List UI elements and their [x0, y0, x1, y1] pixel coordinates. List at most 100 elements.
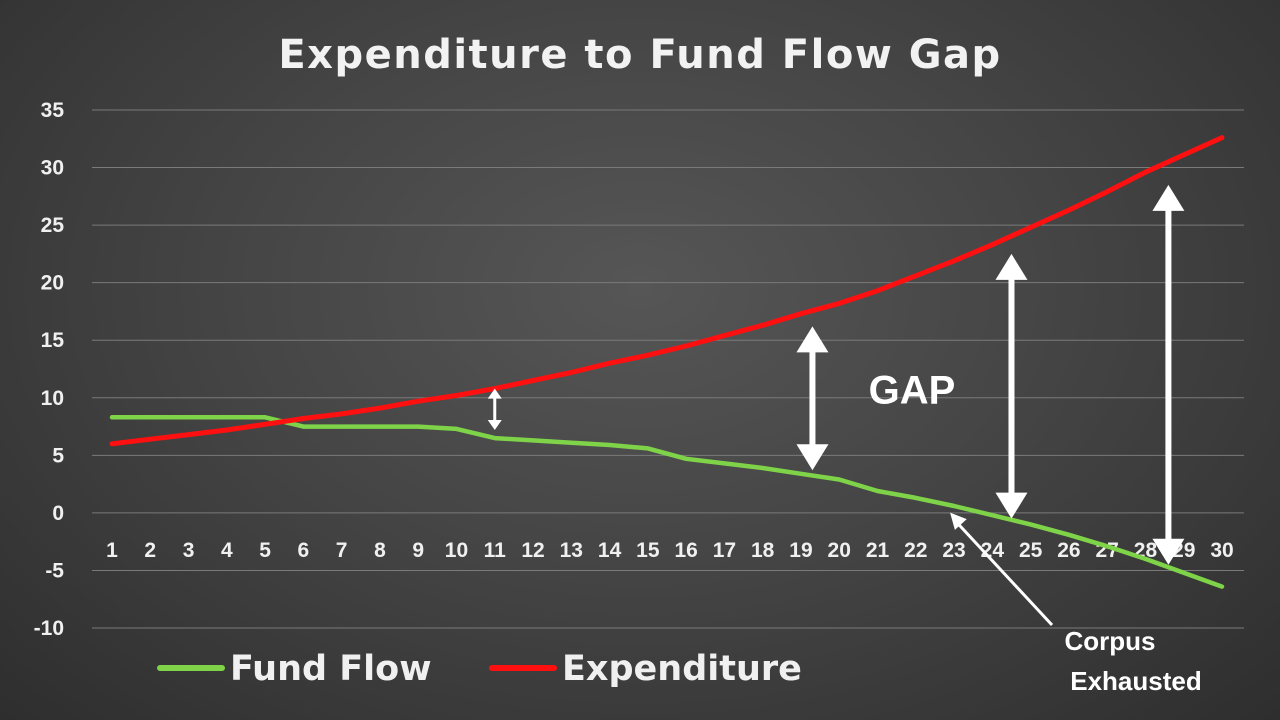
fund-flow-point: [684, 457, 688, 461]
x-tick-label: 21: [866, 539, 890, 562]
x-tick-label: 6: [298, 539, 310, 562]
x-tick-label: 14: [598, 539, 622, 562]
fund-flow-point: [952, 504, 956, 508]
fund-flow-point: [761, 466, 765, 470]
y-tick-label: 30: [41, 157, 64, 180]
expenditure-point: [263, 422, 267, 426]
x-tick-label: 17: [713, 539, 736, 562]
x-tick-label: 23: [942, 539, 965, 562]
expenditure-point: [722, 334, 726, 338]
gap-double-arrow: [487, 388, 502, 431]
gap-double-arrow: [1152, 184, 1185, 565]
legend-label: Expenditure: [562, 649, 802, 689]
expenditure-point: [837, 301, 841, 305]
expenditure-point: [761, 323, 765, 327]
x-tick-label: 2: [144, 539, 156, 562]
expenditure-point: [914, 274, 918, 278]
expenditure-point: [1143, 170, 1147, 174]
y-tick-label: -10: [34, 617, 64, 640]
fund-flow-point: [416, 425, 420, 429]
fund-flow-point: [1105, 544, 1109, 548]
fund-flow-point: [876, 489, 880, 493]
fund-flow-point: [110, 415, 114, 419]
expenditure-point: [569, 370, 573, 374]
x-tick-label: 10: [445, 539, 468, 562]
fund-flow-point: [990, 513, 994, 517]
fund-flow-point: [1143, 557, 1147, 561]
x-tick-label: 20: [828, 539, 851, 562]
gap-double-arrow: [995, 253, 1028, 519]
x-tick-label: 11: [484, 539, 507, 562]
corpus-exhausted-label: Corpus: [1065, 626, 1156, 656]
x-tick-label: 16: [674, 539, 697, 562]
x-tick-label: 25: [1019, 539, 1043, 562]
fund-flow-point: [531, 438, 535, 442]
legend: Fund Flow Expenditure: [157, 649, 802, 689]
x-tick-label: 12: [521, 539, 544, 562]
fund-flow-point: [646, 446, 650, 450]
expenditure-point: [1029, 225, 1033, 229]
y-tick-label: 35: [41, 99, 65, 122]
gridlines: [92, 109, 1244, 629]
x-tick-label: 18: [751, 539, 775, 562]
fund-flow-point: [837, 478, 841, 482]
fund-flow-point: [301, 425, 305, 429]
expenditure-point: [1220, 136, 1224, 140]
expenditure-line: [109, 135, 1225, 447]
fund-flow-point: [569, 441, 573, 445]
y-tick-label: 25: [41, 214, 65, 237]
y-tick-label: 15: [41, 329, 65, 352]
x-tick-label: 13: [560, 539, 583, 562]
expenditure-point: [1105, 190, 1109, 194]
x-tick-label: 1: [106, 539, 118, 562]
expenditure-point: [608, 361, 612, 365]
y-tick-label: 0: [52, 502, 64, 525]
fund-flow-point: [340, 425, 344, 429]
expenditure-point: [684, 344, 688, 348]
expenditure-point: [876, 289, 880, 293]
expenditure-point: [646, 353, 650, 357]
chart-title: Expenditure to Fund Flow Gap: [278, 32, 1001, 78]
fund-flow-point: [378, 425, 382, 429]
x-tick-label: 9: [412, 539, 424, 562]
annotations: GAP Corpus Exhausted: [487, 184, 1202, 696]
expenditure-point: [148, 437, 152, 441]
x-tick-label: 8: [374, 539, 386, 562]
expenditure-point: [416, 399, 420, 403]
fund-flow-point: [1220, 585, 1224, 589]
expenditure-point: [340, 412, 344, 416]
fund-flow-point: [608, 443, 612, 447]
x-tick-label: 30: [1210, 539, 1233, 562]
y-axis-ticks: 35 30 25 20 15 10 5 0 -5 -10: [34, 99, 65, 640]
fund-flow-point: [914, 496, 918, 500]
fund-flow-point: [263, 415, 267, 419]
expenditure-point: [378, 406, 382, 410]
expenditure-point: [990, 243, 994, 247]
y-tick-label: 10: [41, 387, 64, 410]
fund-flow-point: [722, 461, 726, 465]
fund-flow-point: [454, 427, 458, 431]
x-axis-ticks: 1 2 3 4 5 6 7 8 9 10 11 12 13 14 15 16 17 18 19 20 21 22 23 24 2…: [106, 539, 1234, 562]
x-tick-label: 5: [259, 539, 271, 562]
expenditure-point: [799, 312, 803, 316]
legend-item-fund-flow: Fund Flow: [157, 649, 432, 689]
legend-label: Fund Flow: [230, 649, 432, 689]
x-tick-label: 7: [336, 539, 348, 562]
fund-flow-point: [1029, 522, 1033, 526]
x-tick-label: 22: [904, 539, 927, 562]
expenditure-point: [1182, 153, 1186, 157]
expenditure-point: [952, 259, 956, 263]
fund-flow-point: [225, 415, 229, 419]
expenditure-point: [531, 379, 535, 383]
y-tick-label: -5: [45, 559, 64, 582]
fund-flow-line: [109, 415, 1225, 589]
fund-flow-point: [799, 472, 803, 476]
gap-double-arrow: [796, 326, 829, 471]
x-tick-label: 19: [789, 539, 812, 562]
expenditure-point: [1067, 208, 1071, 212]
fund-flow-point: [187, 415, 191, 419]
y-tick-label: 5: [52, 444, 64, 467]
fund-flow-point: [1182, 571, 1186, 575]
x-tick-label: 15: [636, 539, 660, 562]
